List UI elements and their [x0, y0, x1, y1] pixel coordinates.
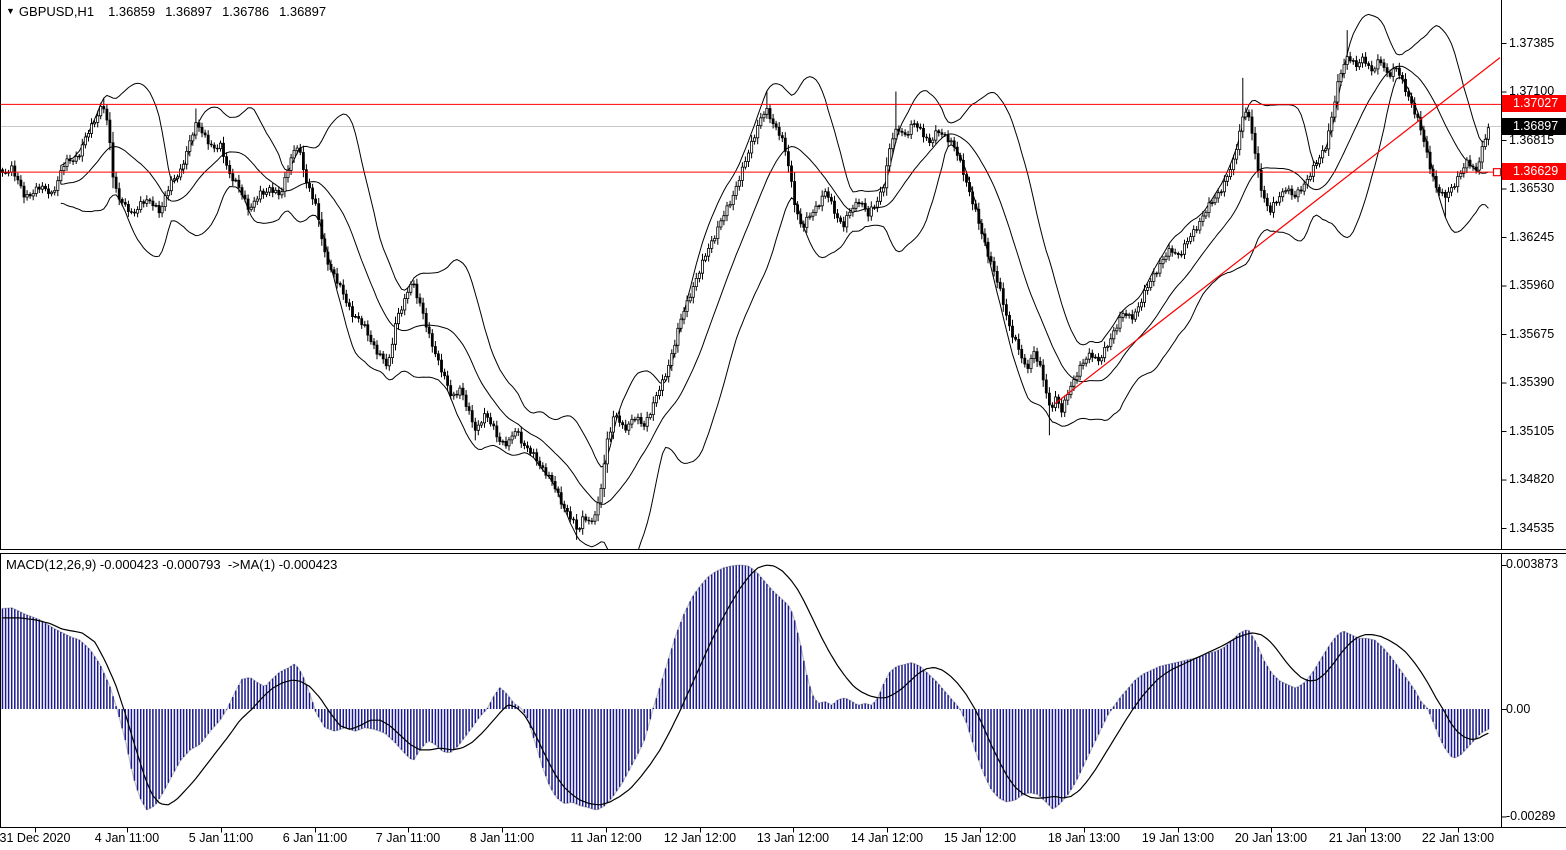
time-axis-label: 4 Jan 11:00 — [94, 831, 160, 845]
macd-axis-label: -0.00289 — [1506, 808, 1556, 823]
price-tag-line: 1.36629 — [1502, 163, 1566, 181]
time-axis-label: 19 Jan 13:00 — [1141, 831, 1215, 845]
price-axis-label: 1.34820 — [1509, 472, 1555, 487]
chart-title: ▼ GBPUSD,H1 1.36859 1.36897 1.36786 1.36… — [6, 4, 326, 19]
price-axis-label: 1.35675 — [1509, 326, 1555, 341]
time-axis-label: 18 Jan 13:00 — [1047, 831, 1121, 845]
time-axis-label: 14 Jan 12:00 — [850, 831, 924, 845]
macd-indicator-label: MACD(12,26,9) -0.000423 -0.000793 ->MA(1… — [6, 557, 338, 572]
price-axis-label: 1.36245 — [1509, 229, 1555, 244]
bollinger-upper-line — [60, 13, 1489, 468]
price-axis-label: 1.34535 — [1509, 520, 1555, 535]
candles-bearish — [1, 56, 1478, 530]
bollinger-middle-line — [60, 65, 1489, 505]
time-axis-label: 7 Jan 11:00 — [375, 831, 441, 845]
price-axis-label: 1.35960 — [1509, 278, 1555, 293]
time-axis-label: 15 Jan 12:00 — [943, 831, 1017, 845]
time-axis-label: 11 Jan 12:00 — [570, 831, 642, 845]
price-axis-label: 1.35390 — [1509, 375, 1555, 390]
time-axis-label: 6 Jan 11:00 — [282, 831, 348, 845]
symbol-marker-icon: ▼ — [6, 6, 15, 16]
time-axis-label: 5 Jan 11:00 — [188, 831, 254, 845]
hline-drag-handle[interactable] — [1492, 168, 1502, 177]
macd-axis-label: 0.00 — [1506, 701, 1531, 716]
price-tag-current: 1.36897 — [1502, 117, 1566, 135]
time-axis-label: 20 Jan 13:00 — [1234, 831, 1308, 845]
macd-histogram — [1, 565, 1490, 810]
price-axis-label: 1.37100 — [1509, 84, 1555, 98]
panel-separator-handle[interactable] — [0, 550, 1566, 553]
ohlc-high: 1.36897 — [165, 4, 213, 19]
candles-bullish — [4, 56, 1490, 530]
symbol-period-label: GBPUSD,H1 — [18, 4, 95, 19]
time-axis-label: 21 Jan 13:00 — [1328, 831, 1402, 845]
time-axis-label: 22 Jan 13:00 — [1421, 831, 1495, 845]
bollinger-lower-line — [60, 76, 1489, 549]
ohlc-open: 1.36859 — [108, 4, 156, 19]
ohlc-low: 1.36786 — [222, 4, 270, 19]
time-axis-label: 13 Jan 12:00 — [756, 831, 830, 845]
candle-wicks — [2, 30, 1489, 540]
time-axis-label: 31 Dec 2020 — [0, 831, 71, 845]
price-axis-label: 1.37385 — [1509, 35, 1555, 50]
ohlc-close: 1.36897 — [279, 4, 327, 19]
macd-axis-label: 0.003873 — [1506, 557, 1559, 572]
time-axis-label: 8 Jan 11:00 — [469, 831, 535, 845]
price-axis-label: 1.36530 — [1509, 181, 1555, 195]
price-tag-line: 1.37027 — [1502, 95, 1566, 113]
time-axis-label: 12 Jan 12:00 — [663, 831, 737, 845]
trendline[interactable] — [1054, 57, 1501, 405]
price-axis-label: 1.36815 — [1509, 132, 1555, 147]
macd-signal-line — [2, 564, 1489, 806]
price-axis-label: 1.35105 — [1509, 423, 1555, 438]
